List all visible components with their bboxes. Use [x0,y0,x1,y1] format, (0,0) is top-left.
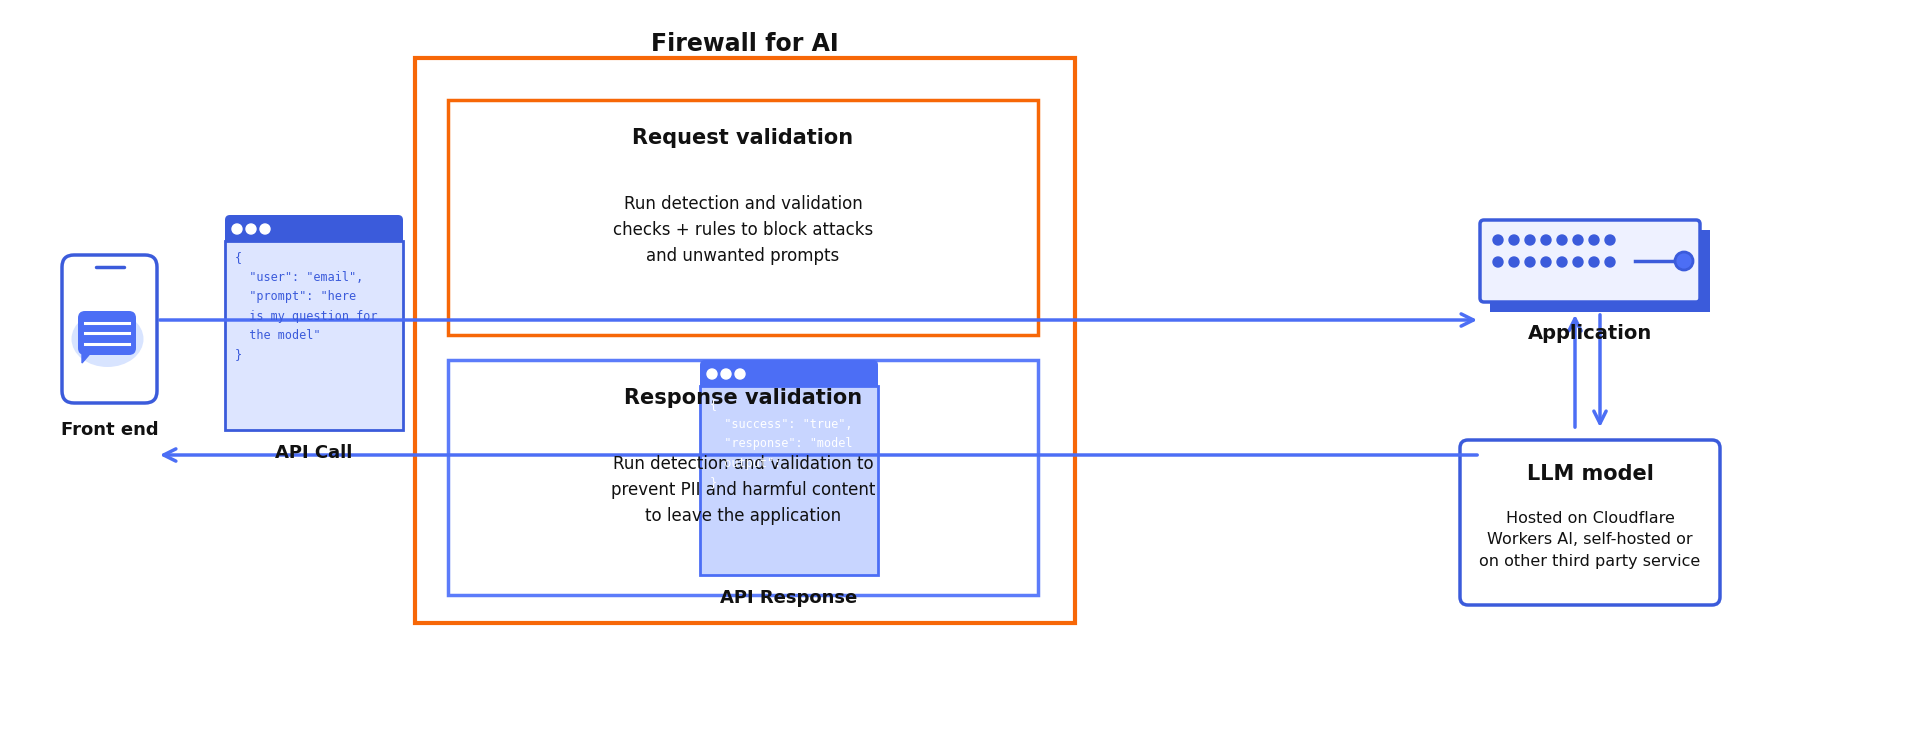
Bar [699,374,877,388]
Text: Hosted on Cloudflare
Workers AI, self-hosted or
on other third party service: Hosted on Cloudflare Workers AI, self-ho… [1480,511,1700,569]
Text: Front end: Front end [60,421,158,439]
Circle shape [1605,235,1615,245]
Text: Run detection and validation to
prevent PII and harmful content
to leave the app: Run detection and validation to prevent … [611,455,875,525]
Text: Response validation: Response validation [624,388,862,408]
Circle shape [1524,235,1536,245]
Circle shape [261,224,270,234]
Bar [448,100,1037,335]
Circle shape [1557,235,1567,245]
FancyBboxPatch shape [77,311,135,355]
Text: {
  "success": "true",
  "response": "model
  output":
}: { "success": "true", "response": "model … [709,398,852,489]
Circle shape [1573,235,1582,245]
Circle shape [1573,257,1582,267]
Circle shape [1675,252,1692,270]
Bar [1490,230,1710,312]
Circle shape [721,369,730,379]
Polygon shape [81,347,95,363]
Circle shape [1542,235,1551,245]
Bar [415,58,1074,623]
Circle shape [707,369,717,379]
Circle shape [232,224,242,234]
Text: API Response: API Response [721,589,858,607]
FancyBboxPatch shape [699,360,877,388]
Bar [699,386,877,575]
Circle shape [1493,235,1503,245]
FancyBboxPatch shape [1461,440,1719,605]
Bar [224,241,404,430]
Circle shape [1524,257,1536,267]
Circle shape [1542,257,1551,267]
Circle shape [1493,257,1503,267]
Circle shape [245,224,257,234]
Circle shape [1509,257,1519,267]
Circle shape [1605,257,1615,267]
Circle shape [734,369,746,379]
FancyBboxPatch shape [224,215,404,243]
Circle shape [1509,235,1519,245]
Text: Request validation: Request validation [632,128,854,148]
Text: Run detection and validation
checks + rules to block attacks
and unwanted prompt: Run detection and validation checks + ru… [612,194,873,266]
Bar [448,360,1037,595]
Circle shape [1588,235,1600,245]
Circle shape [1557,257,1567,267]
Text: {
  "user": "email",
  "prompt": "here
  is my question for
  the model"
}: { "user": "email", "prompt": "here is my… [236,251,377,361]
Text: LLM model: LLM model [1526,464,1654,484]
Text: Application: Application [1528,324,1652,343]
Circle shape [1588,257,1600,267]
Ellipse shape [71,311,143,367]
Text: Firewall for AI: Firewall for AI [651,32,838,56]
FancyBboxPatch shape [1480,220,1700,302]
Bar [224,229,404,243]
FancyBboxPatch shape [62,255,156,403]
Text: API Call: API Call [276,444,354,462]
